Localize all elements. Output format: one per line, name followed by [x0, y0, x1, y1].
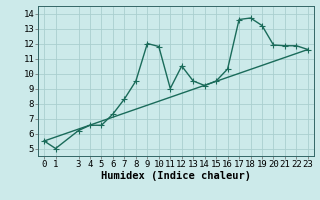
X-axis label: Humidex (Indice chaleur): Humidex (Indice chaleur) [101, 171, 251, 181]
